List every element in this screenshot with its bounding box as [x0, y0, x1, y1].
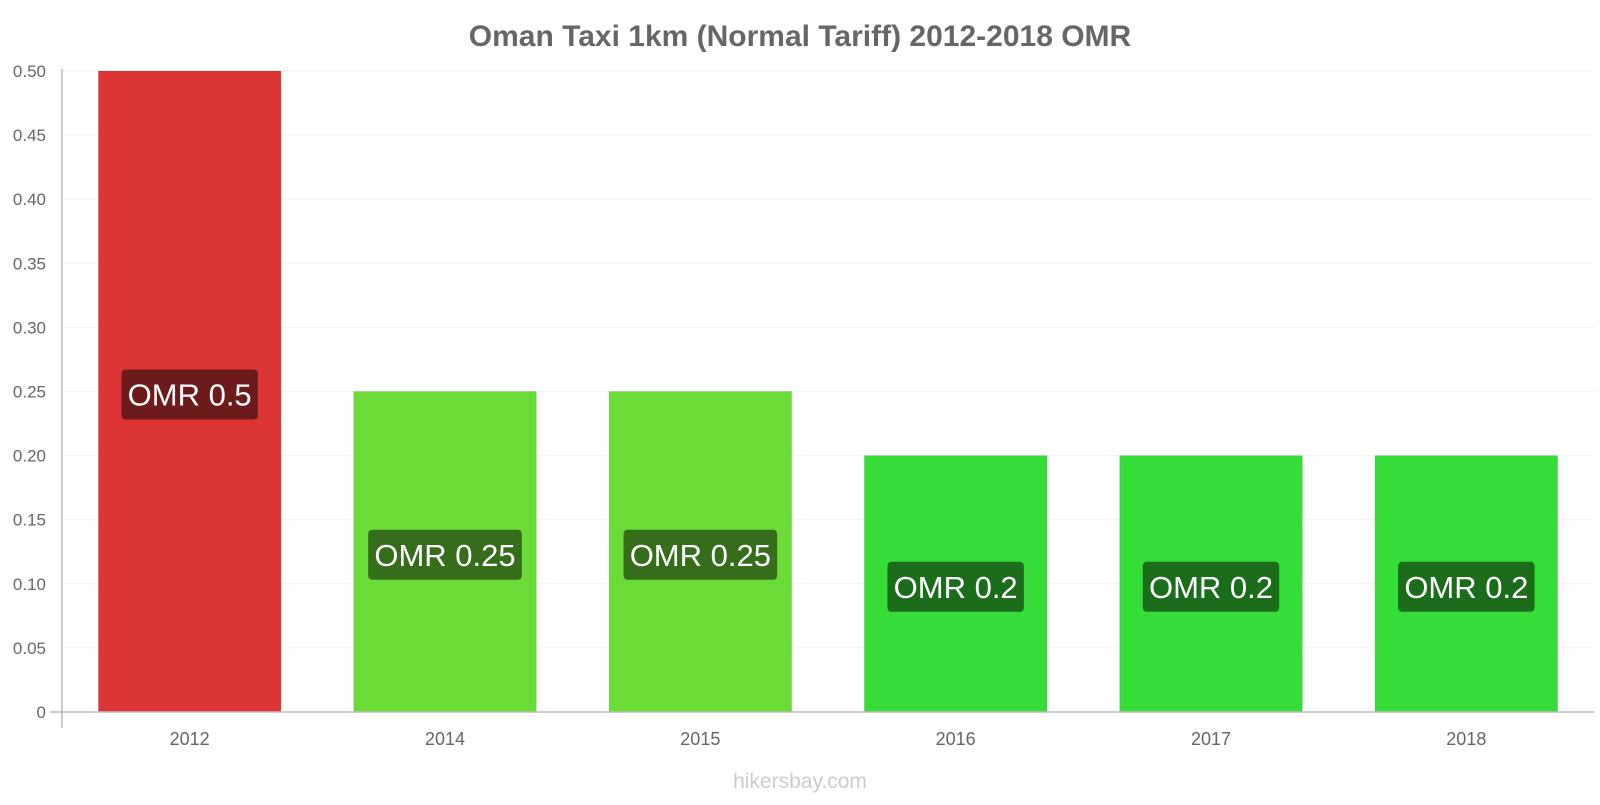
data-label: OMR 0.2: [1404, 570, 1528, 605]
y-tick-label: 0: [37, 703, 46, 722]
data-labels: OMR 0.5 OMR 0.25 OMR 0.25 OMR 0.2 OMR 0.2 OMR…: [121, 369, 1535, 612]
data-label: OMR 0.25: [630, 538, 771, 573]
y-tick-label: 0.35: [13, 254, 46, 273]
data-label-box: [1398, 561, 1535, 612]
data-label-box: [121, 369, 258, 420]
x-tick-label: 2014: [425, 729, 465, 749]
x-tick-label: 2017: [1191, 729, 1231, 749]
axes: 0 0.05 0.10 0.15 0.20 0.25 0.30 0.35 0.40 0.45 0.5…: [13, 62, 1594, 749]
data-label: OMR 0.2: [894, 570, 1018, 605]
data-label-box: [887, 561, 1024, 612]
chart-title: Oman Taxi 1km (Normal Tariff) 2012-2018 …: [469, 20, 1132, 53]
y-tick-label: 0.45: [13, 126, 46, 145]
x-tick-label: 2015: [680, 729, 720, 749]
data-label-box: [623, 529, 778, 580]
x-tick-label: 2016: [936, 729, 976, 749]
grid-lines: [62, 70, 1594, 649]
y-tick-label: 0.05: [13, 639, 46, 658]
data-label: OMR 0.5: [128, 378, 252, 413]
y-tick-label: 0.15: [13, 511, 46, 530]
data-label-box: [368, 529, 522, 580]
y-tick-label: 0.30: [13, 318, 46, 337]
y-tick-label: 0.50: [13, 62, 46, 81]
y-tick-label: 0.25: [13, 383, 46, 402]
y-tick-label: 0.10: [13, 575, 46, 594]
x-tick-label: 2012: [170, 729, 210, 749]
data-label-box: [1142, 561, 1280, 612]
x-tick-label: 2018: [1446, 729, 1486, 749]
data-label: OMR 0.2: [1149, 570, 1273, 605]
source-credit: hikersbay.com: [733, 770, 867, 793]
y-tick-label: 0.40: [13, 190, 46, 209]
y-tick-label: 0.20: [13, 447, 46, 466]
data-label: OMR 0.25: [374, 538, 515, 573]
